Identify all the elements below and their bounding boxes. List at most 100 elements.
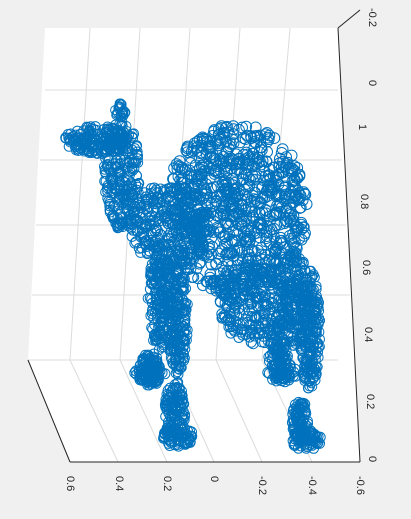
data-point [267,359,279,371]
data-point [159,368,171,380]
data-point [171,323,182,335]
data-point [152,268,164,280]
data-point [102,159,114,170]
data-point [272,342,284,353]
data-point [122,162,133,173]
data-point [226,281,238,293]
data-point [211,180,224,193]
data-point [292,194,305,206]
data-point [145,270,156,281]
data-point [274,231,287,244]
data-point [120,198,132,210]
data-point [175,272,186,283]
data-point [131,170,143,182]
data-point [233,207,246,219]
data-point [279,334,290,346]
axis-lines [27,9,361,463]
data-point [261,298,272,310]
data-point [309,307,321,319]
data-point [173,360,184,372]
data-point [70,142,81,153]
camel-point-cloud [60,98,326,454]
data-point [292,406,304,417]
data-point [246,245,259,258]
data-point [85,133,96,145]
data-point [208,274,220,287]
data-point [261,126,273,139]
data-point [228,165,241,177]
data-point [289,399,301,410]
data-point [204,149,217,161]
data-point [299,265,311,276]
data-point [239,304,251,316]
data-point [178,349,189,360]
data-point [287,435,299,447]
data-point [255,248,268,261]
data-point [215,122,228,134]
data-point [279,300,291,311]
tick-label: 0.6 [64,476,76,491]
data-point [104,143,115,154]
data-point [176,305,188,317]
data-point [195,146,208,159]
data-point [234,136,246,149]
data-point [172,160,185,172]
data-point [196,206,208,218]
tick-label: -0.2 [366,8,378,27]
data-point [165,424,177,436]
data-point [304,345,315,357]
data-point [162,431,174,443]
data-point [223,154,236,167]
data-point [263,129,276,142]
data-point [172,335,184,347]
data-point [157,258,169,269]
data-point [138,200,150,212]
data-point [298,413,310,425]
data-point [221,120,233,133]
data-point [164,440,176,451]
data-point [298,229,311,242]
data-point [271,335,282,347]
data-point [237,290,249,302]
data-point [219,121,232,134]
data-point [304,432,316,444]
tick-label: -0.2 [256,476,268,495]
data-point [156,204,168,216]
data-point [150,362,162,374]
data-point [262,133,275,146]
data-point [239,230,252,243]
tick-label: 0.2 [364,394,376,409]
data-point [221,314,233,326]
data-point [220,248,232,261]
data-point [185,207,197,219]
data-point [265,184,278,197]
data-point [112,107,123,118]
data-point [209,197,222,210]
data-point [248,130,260,143]
data-point [304,375,316,387]
data-point [192,272,205,285]
data-point [186,234,198,246]
data-point [250,323,261,335]
data-point [67,131,79,142]
data-point [284,259,295,270]
data-point [178,164,191,177]
data-point [151,249,162,261]
tick-label: 1 [356,124,368,130]
data-point [75,143,87,155]
data-point [153,245,164,256]
data-point [142,205,154,217]
data-point [180,258,192,269]
data-point [148,182,160,194]
data-point [111,217,123,228]
data-point [284,250,296,262]
data-point [187,144,200,157]
data-point [294,201,307,214]
data-point [268,360,280,372]
data-point [148,330,160,342]
data-point [247,338,259,350]
data-point [268,209,281,222]
data-point [234,318,246,330]
data-point [243,331,255,343]
